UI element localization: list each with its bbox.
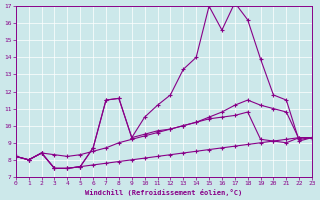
X-axis label: Windchill (Refroidissement éolien,°C): Windchill (Refroidissement éolien,°C) — [85, 189, 243, 196]
